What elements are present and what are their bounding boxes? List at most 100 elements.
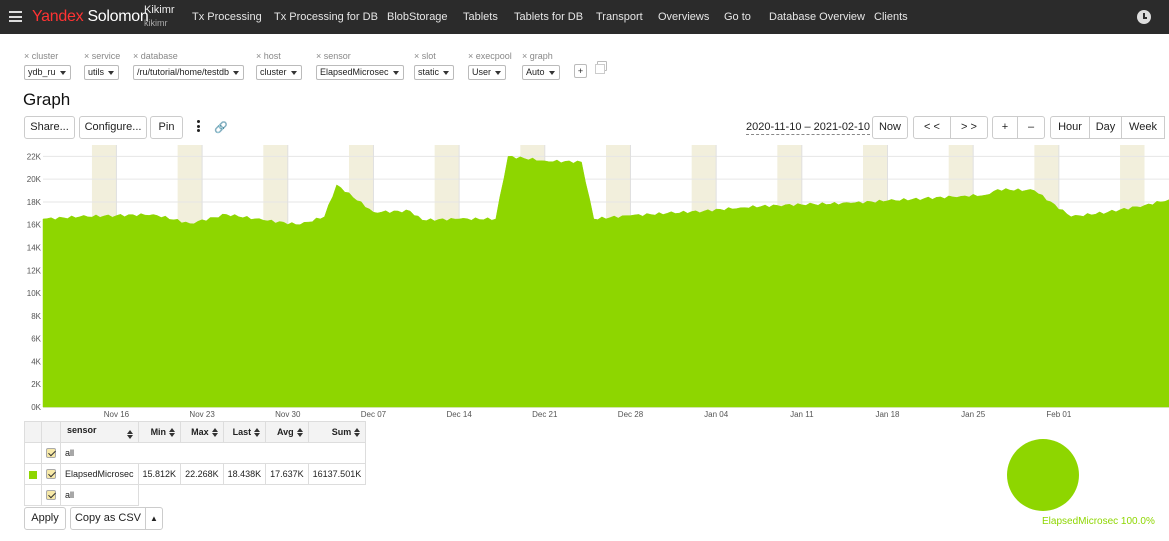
selector-cluster-label[interactable]: × cluster bbox=[24, 51, 59, 61]
pin-button[interactable]: Pin bbox=[150, 116, 183, 139]
y-tick-label: 0K bbox=[31, 403, 41, 412]
clock-icon[interactable] bbox=[1137, 10, 1151, 24]
select-all-checkbox[interactable] bbox=[46, 448, 56, 459]
legend-sort-last[interactable]: Last bbox=[222, 421, 267, 443]
nav-tx-processing-for-db[interactable]: Tx Processing for DB bbox=[274, 11, 378, 23]
project-id: kikimr bbox=[144, 18, 168, 28]
selector-graph-dropdown[interactable]: Auto bbox=[522, 65, 560, 80]
now-button[interactable]: Now bbox=[872, 116, 908, 139]
selector-graph: × graph Auto bbox=[522, 51, 560, 80]
nav-database-overview[interactable]: Database Overview bbox=[769, 11, 865, 23]
x-axis: Nov 16 Nov 23 Nov 30 Dec 07 Dec 14 Dec 21 Dec … bbox=[104, 410, 1072, 419]
legend-header-label: Max bbox=[191, 426, 209, 437]
legend-table: sensor Min Max Last Avg Sum all ElapsedM… bbox=[24, 421, 367, 506]
nav-overviews[interactable]: Overviews bbox=[658, 11, 710, 23]
series-checkbox[interactable] bbox=[46, 469, 56, 480]
app-logo[interactable]: Yandex Solomon bbox=[32, 8, 149, 26]
legend-sort-max[interactable]: Max bbox=[180, 421, 224, 443]
selector-database: × database /ru/tutorial/home/testdb bbox=[133, 51, 245, 80]
nav-tablets[interactable]: Tablets bbox=[463, 11, 498, 23]
legend-sort-sensor[interactable]: sensor bbox=[60, 421, 139, 443]
copy-as-csv-button[interactable]: Copy as CSV bbox=[70, 507, 146, 530]
legend-check-cell bbox=[41, 463, 61, 485]
selector-sensor-label[interactable]: × sensor bbox=[316, 51, 351, 61]
date-range-picker[interactable]: 2020-11-10 – 2021-02-10 bbox=[746, 121, 870, 135]
week-button[interactable]: Week bbox=[1121, 116, 1165, 139]
copy-icon[interactable] bbox=[595, 61, 607, 74]
legend-sort-sum[interactable]: Sum bbox=[307, 421, 367, 443]
selector-execpool-dropdown[interactable]: User bbox=[468, 65, 507, 80]
configure-button[interactable]: Configure... bbox=[79, 116, 147, 139]
x-tick-label: Dec 28 bbox=[618, 410, 644, 419]
legend-all-label: all bbox=[60, 484, 139, 506]
legend-empty-cell bbox=[24, 442, 42, 464]
sort-icon bbox=[254, 428, 261, 438]
x-tick-label: Nov 30 bbox=[275, 410, 301, 419]
legend-all-row-bottom: all bbox=[24, 484, 366, 506]
nav-clients[interactable]: Clients bbox=[874, 11, 908, 23]
share-button[interactable]: Share... bbox=[24, 116, 75, 139]
selector-host-label[interactable]: × host bbox=[256, 51, 281, 61]
pie-chart[interactable] bbox=[1007, 439, 1079, 511]
hour-button[interactable]: Hour bbox=[1050, 116, 1090, 139]
sort-icon bbox=[354, 428, 361, 438]
selector-execpool: × execpool User bbox=[468, 51, 512, 80]
legend-max-value: 22.268K bbox=[180, 463, 224, 485]
nav-go-to[interactable]: Go to bbox=[724, 11, 751, 23]
csv-options-dropdown[interactable]: ▲ bbox=[145, 507, 163, 530]
legend-header-label: Avg bbox=[276, 426, 294, 437]
series-color-swatch bbox=[29, 470, 37, 479]
selector-cluster-dropdown[interactable]: ydb_ru bbox=[24, 65, 71, 80]
x-tick-label: Dec 21 bbox=[532, 410, 558, 419]
more-options-icon[interactable] bbox=[197, 120, 201, 134]
y-tick-label: 4K bbox=[31, 357, 41, 366]
x-tick-label: Feb 01 bbox=[1046, 410, 1071, 419]
x-tick-label: Jan 04 bbox=[704, 410, 729, 419]
menu-icon[interactable] bbox=[9, 11, 22, 22]
add-selector-button[interactable]: + bbox=[574, 64, 587, 78]
legend-min-value: 15.812K bbox=[137, 463, 182, 485]
selector-slot-label[interactable]: × slot bbox=[414, 51, 436, 61]
selector-sensor-dropdown[interactable]: ElapsedMicrosec bbox=[316, 65, 404, 80]
back-button[interactable]: < < bbox=[913, 116, 951, 139]
selector-service: × service utils bbox=[84, 51, 120, 80]
nav-transport[interactable]: Transport bbox=[596, 11, 643, 23]
select-all-checkbox[interactable] bbox=[46, 490, 56, 501]
nav-tablets-for-db[interactable]: Tablets for DB bbox=[514, 11, 584, 23]
selector-graph-label[interactable]: × graph bbox=[522, 51, 553, 61]
forward-button[interactable]: > > bbox=[950, 116, 988, 139]
sort-icon bbox=[126, 430, 134, 439]
sort-icon bbox=[296, 428, 304, 438]
nav-blobstorage[interactable]: BlobStorage bbox=[387, 11, 448, 23]
legend-series-row[interactable]: ElapsedMicrosec 15.812K 22.268K 18.438K … bbox=[24, 463, 367, 485]
day-button[interactable]: Day bbox=[1089, 116, 1122, 139]
nav-tx-processing[interactable]: Tx Processing bbox=[192, 11, 262, 23]
project-name: Kikimr bbox=[144, 4, 175, 16]
selector-host-dropdown[interactable]: cluster bbox=[256, 65, 302, 80]
y-tick-label: 22K bbox=[27, 152, 42, 161]
legend-sort-min[interactable]: Min bbox=[137, 421, 182, 443]
selector-database-dropdown[interactable]: /ru/tutorial/home/testdb bbox=[133, 65, 245, 80]
zoom-out-button[interactable]: – bbox=[1017, 116, 1045, 139]
selector-service-dropdown[interactable]: utils bbox=[84, 65, 120, 80]
project-switcher[interactable]: Kikimr kikimr bbox=[144, 5, 175, 29]
legend-color-cell bbox=[24, 463, 42, 485]
legend-check-cell bbox=[41, 484, 61, 506]
selector-database-label[interactable]: × database bbox=[133, 51, 178, 61]
y-axis: 0K 2K 4K 6K 8K 10K 12K 14K 16K 18K 20K 22K bbox=[27, 152, 42, 412]
selector-service-label[interactable]: × service bbox=[84, 51, 121, 61]
zoom-in-button[interactable]: + bbox=[992, 116, 1018, 139]
legend-header-label: sensor bbox=[67, 425, 97, 435]
selector-slot-dropdown[interactable]: static bbox=[414, 65, 455, 80]
legend-sort-avg[interactable]: Avg bbox=[265, 421, 309, 443]
page-title: Graph bbox=[23, 90, 71, 109]
pie-label: ElapsedMicrosec 100.0% bbox=[1042, 516, 1155, 527]
link-icon[interactable]: 🔗 bbox=[214, 122, 228, 134]
x-tick-label: Nov 23 bbox=[189, 410, 215, 419]
apply-button[interactable]: Apply bbox=[24, 507, 66, 530]
legend-empty-cell bbox=[24, 484, 42, 506]
selector-sensor: × sensor ElapsedMicrosec bbox=[316, 51, 404, 80]
legend-header-label: Last bbox=[232, 426, 252, 437]
selector-execpool-label[interactable]: × execpool bbox=[468, 51, 512, 61]
